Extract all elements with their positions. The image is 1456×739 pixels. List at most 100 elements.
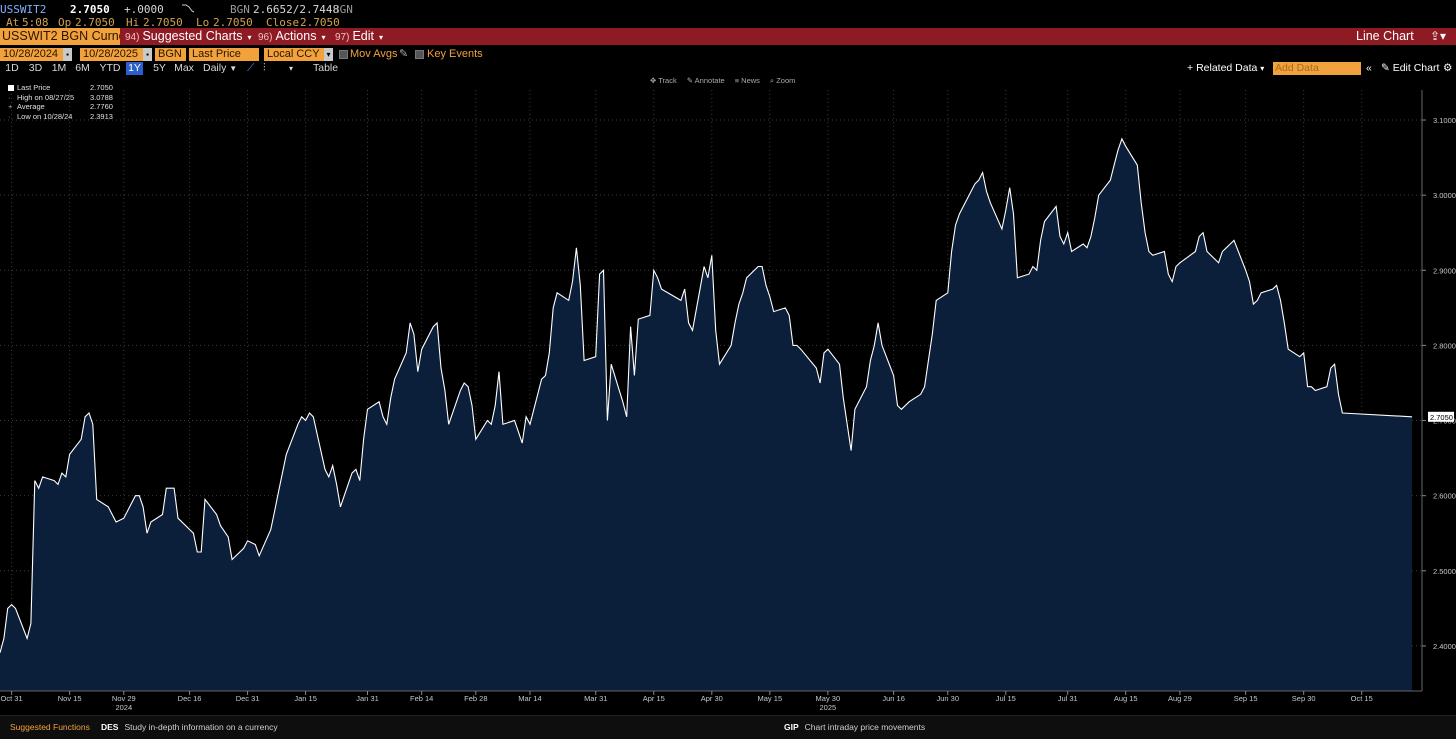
chevron-down-icon[interactable]: ▾	[289, 64, 294, 73]
key-events-label: Key Events	[427, 48, 483, 60]
time-label: At	[6, 16, 20, 29]
x-tick-label: Sep 15	[1234, 694, 1258, 703]
ticker-header: USSWIT2 2.7050 +.0000 BGN 2.6652/2.7448 …	[0, 0, 1456, 30]
collapse-icon[interactable]: «	[1366, 62, 1372, 74]
close-value: 2.7050	[300, 16, 340, 29]
x-tick-label: Sep 30	[1292, 694, 1316, 703]
currency-select[interactable]: Local CCY	[264, 48, 324, 61]
x-tick-label: Mar 31	[584, 694, 607, 703]
close-label: Close	[266, 16, 300, 29]
chart-tool-zoom[interactable]: ⌕ Zoom	[769, 76, 796, 85]
range-button-1m[interactable]: 1M	[51, 62, 67, 74]
range-button-3d[interactable]: 3D	[28, 62, 43, 74]
price-area-fill	[0, 138, 1412, 692]
edit-chart-button[interactable]: ✎ Edit Chart	[1381, 62, 1440, 74]
function-gip-code: GIP	[784, 722, 799, 732]
security-field[interactable]: USSWIT2 BGN Curncy	[0, 28, 120, 45]
bid-ask-source: BGN	[333, 3, 353, 16]
actions-num: 96)	[258, 32, 273, 43]
related-data-button[interactable]: + Related Data ▾	[1187, 62, 1265, 74]
ticker-last-price: 2.7050	[70, 3, 110, 16]
export-icon[interactable]: ⇪▾	[1430, 29, 1447, 43]
low-label: Lo	[196, 16, 210, 29]
table-button[interactable]: Table	[313, 62, 339, 74]
range-button-5y[interactable]: 5Y	[153, 62, 166, 74]
legend-high-label: High on 08/27/25	[17, 92, 75, 102]
chart-tool-news[interactable]: ≡ News	[734, 76, 760, 85]
frequency-select[interactable]: Daily ▼	[203, 62, 237, 75]
actions-label: Actions	[275, 29, 317, 43]
calendar-icon[interactable]: ▪	[143, 48, 152, 61]
range-button-max[interactable]: Max	[174, 62, 194, 74]
range-button-ytd[interactable]: YTD	[99, 62, 121, 74]
y-tick-label: 3.1000	[1433, 116, 1456, 125]
last-price-box	[1428, 411, 1454, 422]
x-tick-label: Aug 15	[1114, 694, 1138, 703]
time-value: 5:08	[22, 16, 49, 29]
average-marker-icon: +	[8, 102, 13, 111]
chevron-down-icon: ▾	[379, 33, 384, 42]
pencil-icon[interactable]: ✎	[399, 48, 409, 60]
range-button-1y[interactable]: 1Y	[126, 62, 143, 75]
actions-menu[interactable]: 96) Actions ▾	[258, 28, 325, 45]
field-select[interactable]: Last Price	[189, 48, 259, 61]
suggested-functions-label: Suggested Functions	[10, 722, 90, 732]
y-tick-label: 2.8000	[1433, 341, 1456, 350]
menu-bar: USSWIT2 BGN Curncy 94) Suggested Charts ▾ …	[0, 28, 1456, 45]
chart-settings-row: 10/28/2024 ▪ 10/28/2025 ▪ BGN Last Price…	[0, 47, 1456, 62]
function-gip[interactable]: GIP Chart intraday price movements	[784, 722, 925, 732]
range-button-6m[interactable]: 6M	[75, 62, 90, 74]
start-date-input[interactable]: 10/28/2024	[0, 48, 63, 61]
x-tick-label: Dec 31	[236, 694, 260, 703]
legend-low-label: Low on 10/28/24	[17, 111, 73, 121]
high-value: 2.7050	[143, 16, 183, 29]
function-des[interactable]: DES Study in-depth information on a curre…	[101, 722, 278, 732]
chevron-down-icon: ▼	[229, 64, 238, 73]
x-tick-label: Apr 15	[643, 694, 665, 703]
chevron-down-icon[interactable]: ▾	[324, 48, 333, 61]
chevron-down-icon: ▾	[321, 33, 326, 42]
suggested-functions-bar: Suggested Functions DES Study in-depth in…	[0, 715, 1456, 739]
x-tick-label: Oct 31	[1, 694, 23, 703]
x-tick-label: Jul 31	[1058, 694, 1078, 703]
range-toolbar: 1D 3D 1M 6M YTD 1Y 5Y Max Daily ▼ ⟋ ⫶ ▾ Table +…	[0, 62, 1456, 76]
bar-chart-icon[interactable]: ⫶	[263, 62, 266, 74]
suggested-charts-menu[interactable]: 94) Suggested Charts ▾	[125, 28, 252, 45]
x-tick-label: Jul 15	[996, 694, 1016, 703]
mov-avgs-label: Mov Avgs	[350, 48, 398, 60]
key-events-checkbox[interactable]	[415, 50, 424, 59]
line-chart-icon[interactable]: ⟋	[247, 62, 255, 74]
price-chart[interactable]: 2.40002.50002.60002.70002.80002.90003.00…	[0, 76, 1456, 715]
add-data-input[interactable]: Add Data	[1273, 62, 1361, 75]
chart-tool-track[interactable]: ✥ Track	[650, 76, 677, 85]
x-tick-label: Dec 16	[178, 694, 202, 703]
suggested-charts-label: Suggested Charts	[142, 29, 243, 43]
frequency-label: Daily	[203, 62, 227, 74]
chart-type-label: Line Chart	[1356, 29, 1414, 43]
edit-chart-label: Edit Chart	[1392, 62, 1440, 74]
bid-ask-label: BGN	[230, 3, 250, 16]
x-tick-label: Jan 15	[294, 694, 317, 703]
edit-menu[interactable]: 97) Edit ▾	[335, 28, 383, 45]
x-tick-label: Jan 31	[356, 694, 379, 703]
y-tick-label: 3.0000	[1433, 191, 1456, 200]
end-date-input[interactable]: 10/28/2025	[80, 48, 143, 61]
x-tick-label: Oct 15	[1351, 694, 1373, 703]
range-button-1d[interactable]: 1D	[5, 62, 19, 74]
open-label: Op	[58, 16, 72, 29]
mov-avgs-checkbox[interactable]	[339, 50, 348, 59]
calendar-icon[interactable]: ▪	[63, 48, 72, 61]
edit-num: 97)	[335, 32, 350, 43]
source-field[interactable]: BGN	[155, 48, 186, 61]
last-price-label: 2.7050	[1430, 413, 1453, 422]
chart-tool-annotate[interactable]: ✎ Annotate	[686, 76, 725, 85]
x-year-label: 2024	[115, 703, 132, 712]
legend-last-value: 2.7050	[90, 83, 113, 92]
y-tick-label: 2.5000	[1433, 567, 1456, 576]
bid-ask-value: 2.6652/2.7448	[253, 3, 340, 16]
last-price-marker: 2.7050	[1428, 411, 1454, 422]
gear-icon[interactable]: ⚙	[1443, 62, 1453, 74]
legend-avg-value: 2.7760	[90, 102, 113, 111]
ticker-symbol[interactable]: USSWIT2	[0, 3, 47, 16]
chevron-down-icon: ▾	[247, 33, 252, 42]
